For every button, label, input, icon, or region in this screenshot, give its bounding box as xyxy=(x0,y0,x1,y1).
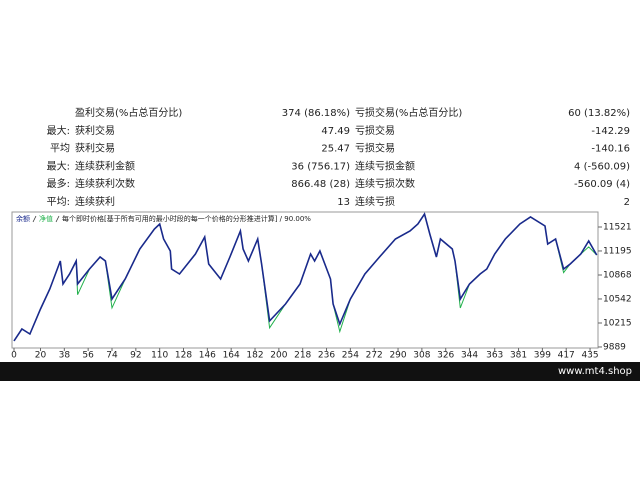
x-tick-label: 290 xyxy=(389,351,406,361)
x-tick-label: 200 xyxy=(270,351,287,361)
y-tick-label: 10542 xyxy=(603,294,632,304)
y-tick-label: 11521 xyxy=(603,222,632,232)
row-prefix: 最大: xyxy=(47,159,70,172)
stat-value: 4 (-560.09) xyxy=(574,161,630,172)
stat-label: 连续获利 xyxy=(75,195,115,208)
stat-value: 866.48 (28) xyxy=(291,179,350,190)
stat-value: 36 (756.17) xyxy=(291,161,350,172)
stat-label: 连续亏损次数 xyxy=(355,177,415,190)
x-tick-label: 74 xyxy=(106,351,118,361)
plot-frame xyxy=(11,211,599,349)
x-tick-label: 417 xyxy=(558,351,575,361)
x-tick-label: 0 xyxy=(11,351,17,361)
x-tick-label: 435 xyxy=(581,351,598,361)
stats-table: 盈利交易(%占总百分比) 374 (86.18%) 亏损交易(%占总百分比) 60 (… xyxy=(47,106,630,208)
legend-separator xyxy=(32,215,37,223)
y-tick-label: 10215 xyxy=(603,319,632,329)
legend-note: 每个即时价格[基于所有可用的最小时段的每一个价格的分形推进计算] / 90.00… xyxy=(62,214,311,223)
y-tick-label: 10868 xyxy=(603,271,632,281)
stat-label: 亏损交易 xyxy=(355,124,395,137)
stat-value: -560.09 (4) xyxy=(574,179,630,190)
stat-value: 47.49 xyxy=(321,126,350,137)
y-tick-label: 9889 xyxy=(603,342,626,352)
x-tick-label: 20 xyxy=(35,351,47,361)
x-tick-label: 344 xyxy=(461,351,478,361)
x-tick-label: 218 xyxy=(294,351,311,361)
x-tick-label: 146 xyxy=(199,351,216,361)
x-tick-label: 254 xyxy=(342,351,359,361)
stat-value: 25.47 xyxy=(321,144,350,155)
row-prefix: 最多: xyxy=(47,177,70,190)
x-tick-label: 272 xyxy=(366,351,383,361)
x-tick-label: 308 xyxy=(413,351,430,361)
legend-entry: 净值 xyxy=(39,214,53,223)
stat-value: -140.16 xyxy=(591,144,630,155)
stat-label: 连续亏损 xyxy=(355,195,395,208)
stat-value: -142.29 xyxy=(591,126,630,137)
x-tick-label: 326 xyxy=(437,351,454,361)
x-tick-label: 56 xyxy=(82,351,94,361)
row-prefix: 平均: xyxy=(47,196,70,208)
stat-value: 60 (13.82%) xyxy=(568,108,630,119)
legend-entry: 余额 xyxy=(16,214,30,223)
stat-label: 获利交易 xyxy=(75,142,115,155)
x-tick-label: 164 xyxy=(223,351,240,361)
legend-separator xyxy=(55,215,60,223)
y-tick-label: 11195 xyxy=(603,246,632,256)
stat-label: 连续亏损金额 xyxy=(355,159,415,172)
x-tick-label: 182 xyxy=(246,351,263,361)
x-tick-label: 38 xyxy=(59,351,71,361)
stat-value: 374 (86.18%) xyxy=(282,108,350,119)
row-prefix: 平均 xyxy=(50,143,70,155)
x-tick-label: 381 xyxy=(510,351,527,361)
x-tick-label: 110 xyxy=(151,351,168,361)
stat-label: 亏损交易 xyxy=(355,142,395,155)
stat-label: 盈利交易(%占总百分比) xyxy=(75,106,182,119)
stat-label: 连续获利金额 xyxy=(75,159,135,172)
stat-value: 13 xyxy=(337,197,350,208)
stat-label: 连续获利次数 xyxy=(75,177,135,190)
x-tick-label: 128 xyxy=(175,351,192,361)
series-line xyxy=(13,212,598,342)
footer-bar xyxy=(0,362,640,381)
footer-site: www.mt4.shop xyxy=(558,366,632,377)
x-tick-label: 236 xyxy=(318,351,335,361)
x-tick-label: 363 xyxy=(486,351,503,361)
stat-label: 亏损交易(%占总百分比) xyxy=(355,106,462,119)
row-prefix: 最大: xyxy=(47,124,70,137)
stat-label: 获利交易 xyxy=(75,124,115,137)
x-tick-label: 399 xyxy=(534,351,551,361)
plot: 11521 11195 10868 10542 10215 9889 0 20 38 56 74 92… xyxy=(11,212,632,361)
x-tick-label: 92 xyxy=(130,351,141,361)
stat-value: 2 xyxy=(624,197,630,208)
